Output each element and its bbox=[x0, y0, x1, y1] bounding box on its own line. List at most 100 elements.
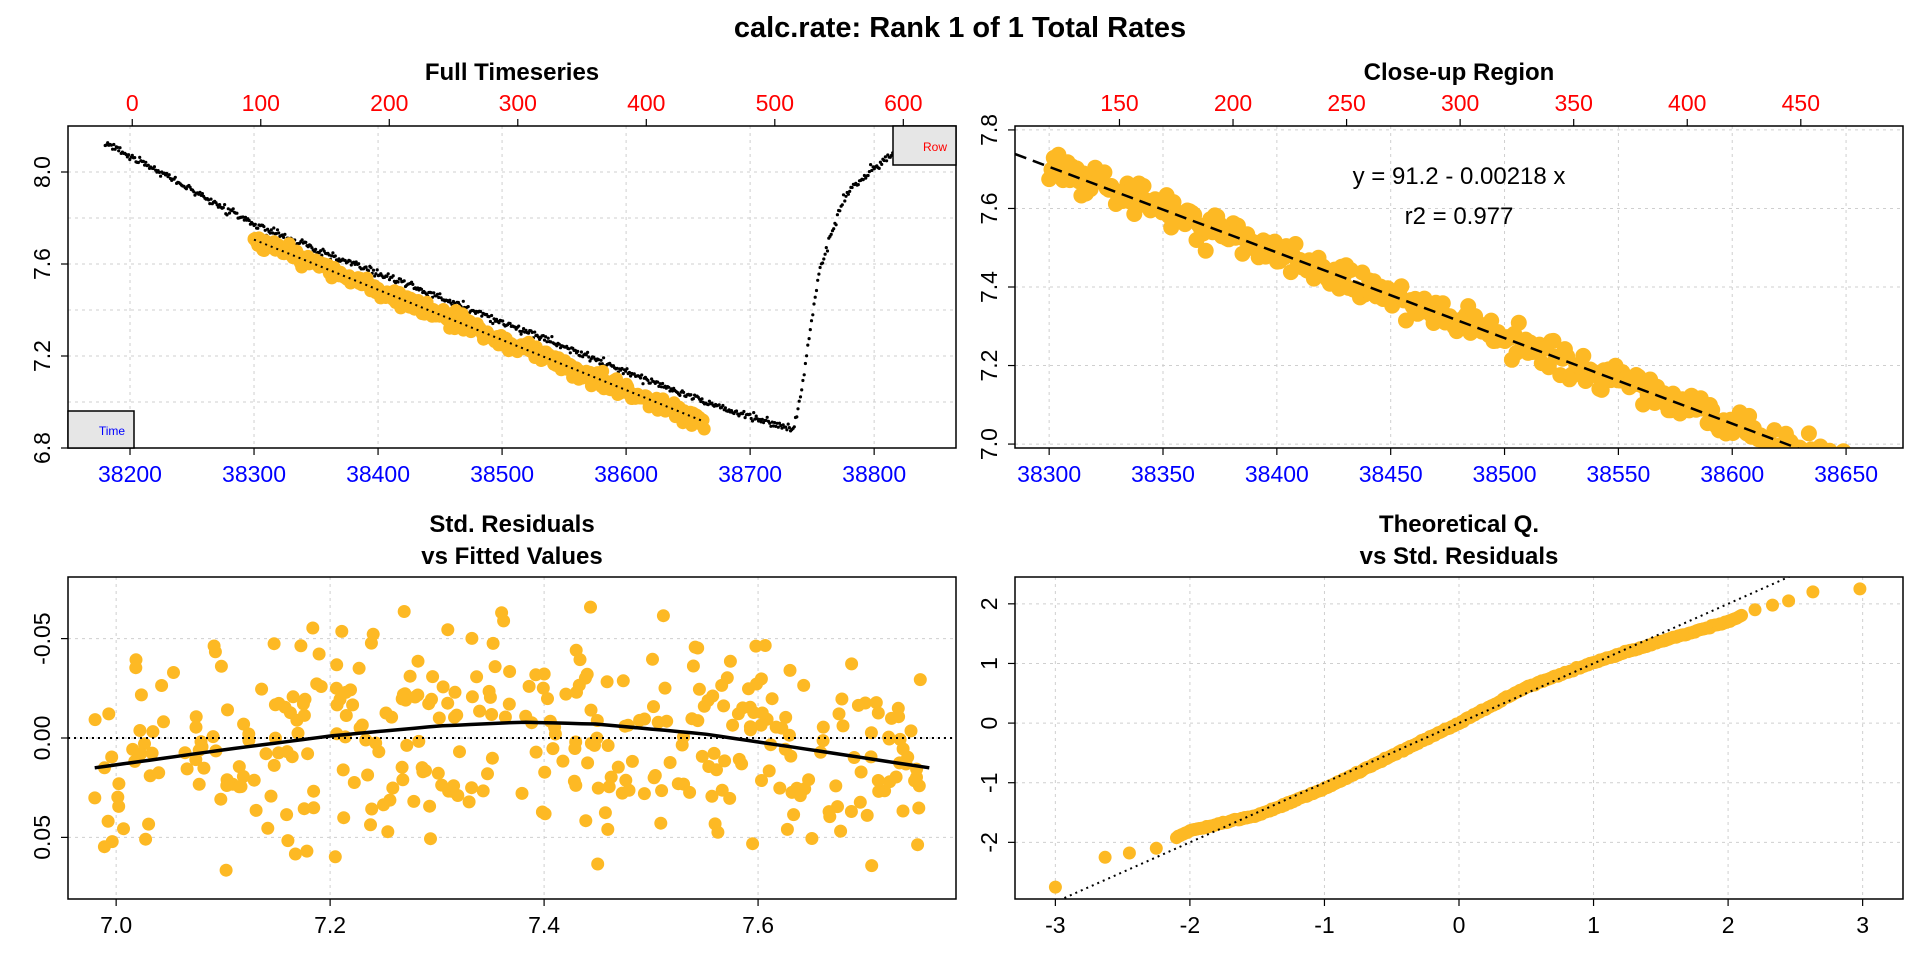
timeseries-point bbox=[764, 418, 768, 422]
timeseries-point bbox=[658, 382, 662, 386]
timeseries-point bbox=[734, 409, 739, 413]
timeseries-point bbox=[844, 194, 848, 198]
residual-point bbox=[601, 822, 615, 836]
timeseries-point bbox=[545, 340, 549, 344]
residual-point bbox=[366, 627, 380, 641]
residual-point bbox=[765, 692, 779, 706]
timeseries-point bbox=[792, 425, 796, 429]
residual-point bbox=[397, 605, 411, 618]
timeseries-point bbox=[880, 162, 884, 166]
residual-point bbox=[783, 663, 797, 677]
timeseries-point bbox=[546, 336, 550, 340]
timeseries-point bbox=[492, 317, 496, 321]
timeseries-point bbox=[748, 412, 752, 416]
residual-point bbox=[701, 694, 715, 707]
timeseries-point bbox=[624, 369, 628, 373]
residual-point bbox=[901, 750, 915, 764]
timeseries-point bbox=[320, 253, 324, 257]
timeseries-point bbox=[113, 147, 117, 151]
timeseries-point bbox=[723, 406, 728, 410]
residual-point bbox=[465, 631, 479, 645]
timeseries-point bbox=[275, 228, 280, 232]
residual-point bbox=[702, 760, 716, 773]
timeseries-point bbox=[773, 421, 777, 425]
timeseries-point bbox=[269, 228, 273, 232]
residual-point bbox=[654, 816, 668, 830]
closeup-y-tick-label: 7.8 bbox=[976, 114, 1002, 146]
timeseries-point bbox=[522, 327, 526, 331]
timeseries-point bbox=[632, 372, 636, 376]
timeseries-point bbox=[834, 223, 838, 227]
qq-point bbox=[1766, 598, 1779, 612]
residual-point bbox=[129, 661, 143, 675]
timeseries-point bbox=[721, 403, 725, 408]
timeseries-point bbox=[549, 340, 553, 344]
residual-point bbox=[755, 774, 768, 787]
residual-point bbox=[383, 793, 397, 807]
timeseries-point bbox=[226, 207, 230, 211]
timeseries-point bbox=[557, 342, 561, 346]
residual-point bbox=[581, 756, 595, 770]
timeseries-point bbox=[620, 366, 624, 371]
highlight-point bbox=[697, 422, 711, 436]
timeseries-point bbox=[385, 274, 389, 278]
panel-full-timeseries: Full Timeseries 38200 38300 38400 38500 3860… bbox=[29, 59, 957, 487]
full-x-tick-label: 38200 bbox=[98, 461, 162, 487]
timeseries-point bbox=[805, 354, 809, 358]
residual-point bbox=[488, 660, 502, 674]
closeup-point bbox=[1799, 456, 1815, 472]
timeseries-point bbox=[374, 272, 378, 276]
timeseries-point bbox=[432, 291, 436, 295]
timeseries-point bbox=[218, 203, 222, 207]
residual-point bbox=[267, 758, 281, 772]
resid-y-tick-label: -0.05 bbox=[29, 612, 55, 664]
timeseries-point bbox=[141, 159, 145, 163]
closeup-x-tick-label: 38450 bbox=[1359, 461, 1423, 487]
timeseries-point bbox=[117, 149, 121, 153]
timeseries-point bbox=[225, 213, 229, 217]
timeseries-point bbox=[398, 277, 403, 281]
timeseries-point bbox=[501, 319, 505, 323]
timeseries-point bbox=[241, 215, 245, 219]
residual-point bbox=[451, 789, 465, 802]
residual-point bbox=[465, 781, 479, 795]
timeseries-point bbox=[818, 265, 822, 270]
timeseries-point bbox=[263, 228, 267, 232]
residual-point bbox=[423, 799, 437, 813]
timeseries-point bbox=[641, 382, 645, 386]
timeseries-point bbox=[480, 314, 484, 318]
residual-point bbox=[300, 844, 314, 858]
timeseries-point bbox=[768, 421, 772, 425]
residual-point bbox=[723, 791, 737, 805]
residual-point bbox=[259, 747, 273, 761]
qq-y-tick-label: 2 bbox=[976, 597, 1002, 610]
timeseries-point bbox=[811, 313, 815, 317]
timeseries-point bbox=[862, 173, 867, 178]
timeseries-point bbox=[770, 420, 774, 424]
timeseries-point bbox=[271, 231, 275, 235]
residual-point bbox=[904, 724, 918, 738]
regression-r2: r2 = 0.977 bbox=[1405, 203, 1514, 230]
timeseries-point bbox=[861, 178, 865, 182]
residual-point bbox=[280, 808, 294, 822]
residual-point bbox=[541, 692, 554, 706]
residual-point bbox=[896, 804, 910, 818]
timeseries-point bbox=[221, 206, 225, 210]
timeseries-point bbox=[124, 152, 128, 157]
timeseries-point bbox=[136, 160, 140, 165]
panel-qq-plot: Theoretical Q. vs Std. Residuals -3 -2 -1 0… bbox=[976, 511, 1904, 938]
timeseries-point bbox=[115, 145, 120, 149]
timeseries-point bbox=[550, 335, 554, 339]
residual-point bbox=[415, 761, 429, 775]
timeseries-point bbox=[743, 416, 747, 420]
residual-point bbox=[197, 761, 211, 775]
residual-point bbox=[695, 749, 709, 763]
residual-point bbox=[762, 764, 776, 778]
residual-point bbox=[845, 657, 859, 671]
residual-point bbox=[683, 785, 697, 799]
residual-point bbox=[559, 687, 573, 701]
closeup-x-tick-label: 38550 bbox=[1586, 461, 1650, 487]
residual-point bbox=[134, 747, 148, 761]
timeseries-point bbox=[670, 389, 675, 393]
residual-point bbox=[556, 754, 570, 768]
